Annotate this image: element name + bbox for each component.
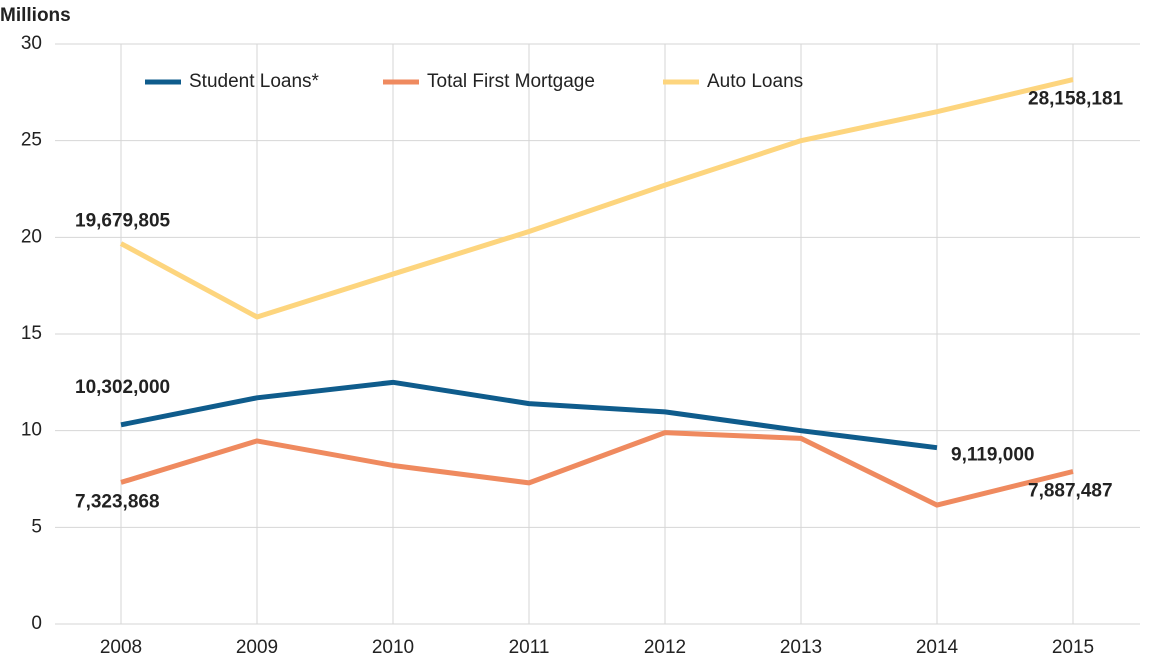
x-tick-label: 2012 bbox=[644, 637, 686, 658]
legend-label: Total First Mortgage bbox=[427, 71, 595, 92]
x-tick-label: 2015 bbox=[1052, 637, 1094, 658]
y-tick-label: 25 bbox=[21, 130, 42, 151]
data-label: 28,158,181 bbox=[1028, 89, 1124, 110]
y-tick-label: 5 bbox=[31, 516, 42, 537]
y-tick-label: 15 bbox=[21, 323, 42, 344]
data-label: 7,887,487 bbox=[1028, 481, 1113, 502]
legend-label: Auto Loans bbox=[707, 71, 803, 92]
series-line bbox=[120, 379, 938, 451]
series-line bbox=[119, 77, 1074, 320]
x-tick-label: 2014 bbox=[916, 637, 959, 658]
y-axis-label: Millions bbox=[0, 5, 71, 26]
data-label: 9,119,000 bbox=[951, 445, 1034, 466]
x-tick-label: 2008 bbox=[100, 637, 142, 658]
data-label: 10,302,000 bbox=[75, 377, 170, 398]
data-label: 19,679,805 bbox=[75, 211, 171, 232]
x-tick-label: 2013 bbox=[780, 637, 822, 658]
y-tick-label: 0 bbox=[31, 613, 42, 634]
series-line bbox=[120, 430, 1074, 508]
x-tick-label: 2009 bbox=[236, 637, 278, 658]
x-tick-label: 2010 bbox=[372, 637, 414, 658]
x-tick-label: 2011 bbox=[509, 637, 550, 658]
legend-label: Student Loans* bbox=[189, 71, 320, 92]
y-tick-label: 10 bbox=[21, 420, 42, 441]
data-label: 7,323,868 bbox=[75, 491, 160, 512]
y-tick-label: 30 bbox=[21, 33, 42, 54]
y-tick-label: 20 bbox=[21, 226, 42, 247]
